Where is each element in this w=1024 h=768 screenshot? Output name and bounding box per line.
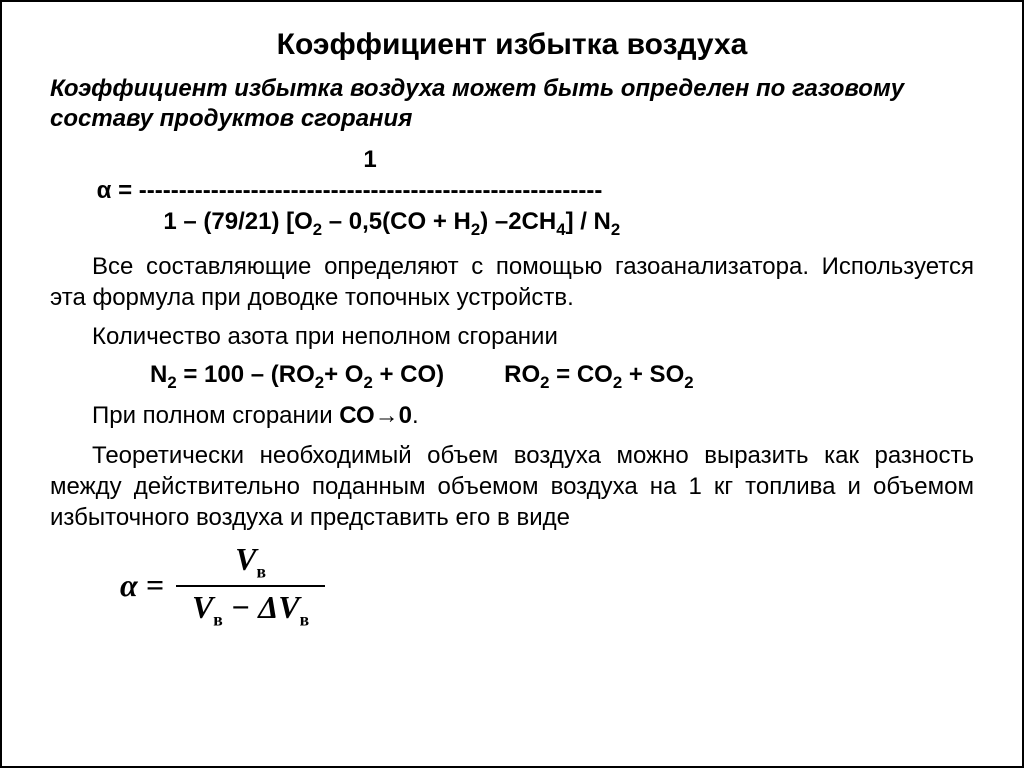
page-title: Коэффициент избытка воздуха	[50, 28, 974, 62]
formula-denominator-line: 1 – (79/21) [O2 – 0,5(CO + H2) –2CH4] / …	[50, 208, 620, 235]
fraction-denominator: Vв − ΔVв	[176, 585, 325, 630]
paragraph-3: При полном сгорании СО→0.	[50, 400, 974, 431]
equation-n2-ro2: N2 = 100 – (RO2+ O2 + CO)RO2 = CO2 + SO2	[50, 361, 974, 393]
alpha-formula-text: 1 α = ----------------------------------…	[50, 144, 974, 241]
formula-numerator-line: 1	[50, 146, 377, 173]
fraction: Vв Vв − ΔVв	[176, 541, 325, 630]
formula-dash-line: α = ------------------------------------…	[50, 177, 602, 204]
paragraph-2: Количество азота при неполном сгорании	[50, 321, 974, 352]
alpha-equals: α =	[120, 567, 164, 604]
alpha-fraction-formula: α = Vв Vв − ΔVв	[120, 541, 974, 630]
slide-page: Коэффициент избытка воздуха Коэффициент …	[0, 0, 1024, 768]
fraction-numerator: Vв	[219, 541, 282, 584]
paragraph-1: Все составляющие определяют с помощью га…	[50, 251, 974, 313]
paragraph-4: Теоретически необходимый объем воздуха м…	[50, 440, 974, 534]
intro-text: Коэффициент избытка воздуха может быть о…	[50, 74, 974, 134]
